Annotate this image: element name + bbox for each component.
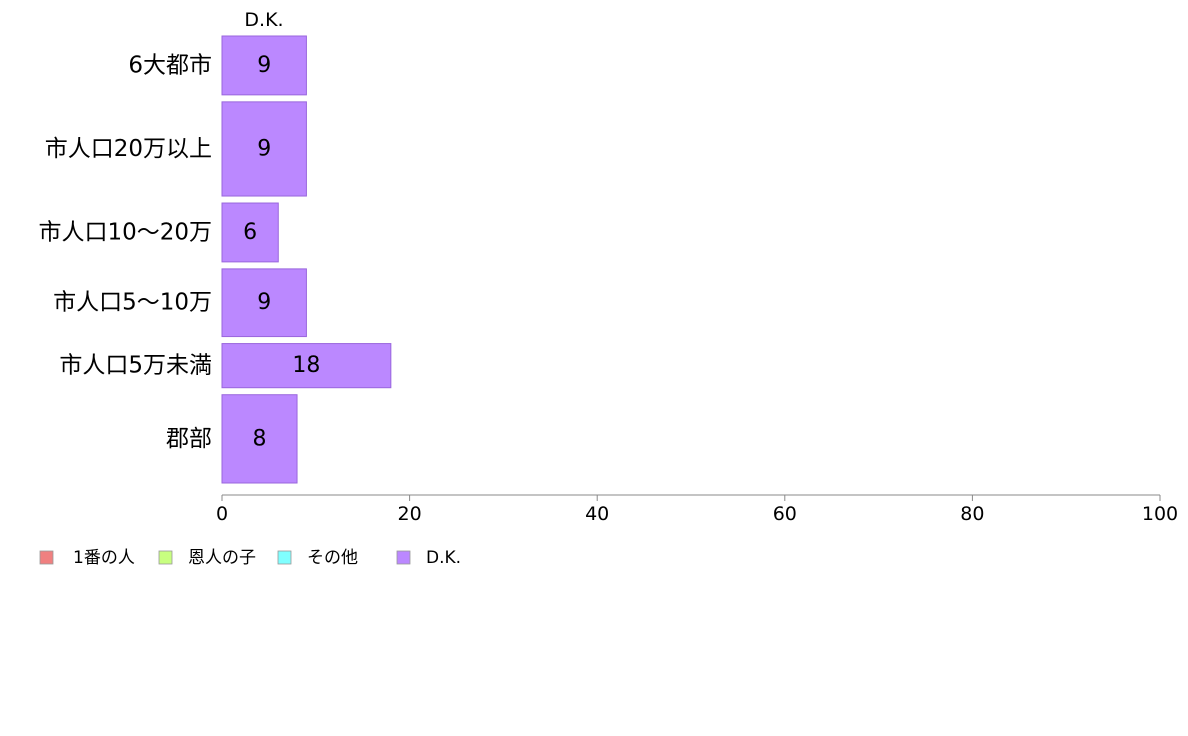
category-label: 市人口5〜10万 <box>53 290 212 316</box>
bar-value-label: 9 <box>257 290 271 315</box>
bar-value-label: 9 <box>257 53 271 78</box>
legend-label: D.K. <box>426 548 461 568</box>
x-tick-label: 20 <box>398 503 422 525</box>
x-tick-label: 60 <box>773 503 797 525</box>
bar-value-label: 9 <box>257 136 271 161</box>
bar-value-label: 18 <box>292 353 320 378</box>
bar <box>221 101 307 197</box>
category-label: 市人口5万未満 <box>59 353 212 379</box>
bar <box>221 202 279 263</box>
bar <box>221 394 298 484</box>
category-label: 郡部 <box>166 426 212 452</box>
legend-label: 恩人の子 <box>188 548 256 568</box>
legend-swatch <box>277 550 292 565</box>
x-tick-label: 40 <box>585 503 609 525</box>
bar-value-label: 8 <box>253 426 267 451</box>
legend: 1番の人 恩人の子 その他 D.K. <box>39 548 461 568</box>
series-column-header: D.K. <box>244 9 283 31</box>
legend-swatch <box>39 550 54 565</box>
category-label: 6大都市 <box>128 52 212 78</box>
bar <box>221 35 307 96</box>
series-headers: D.K. <box>244 9 283 31</box>
legend-swatch <box>396 550 411 565</box>
bar <box>221 343 392 389</box>
x-tick-label: 0 <box>216 503 228 525</box>
x-axis: 0 20 40 60 80 100 <box>216 494 1178 525</box>
category-label: 市人口10〜20万 <box>38 219 212 245</box>
bar-value-label: 6 <box>243 220 257 245</box>
bars: 6大都市 9 市人口20万以上 9 市人口10〜20万 6 市人口5〜10万 9 市人口5万未満… <box>38 35 392 484</box>
legend-swatch <box>158 550 173 565</box>
bar <box>221 268 307 338</box>
x-tick-label: 100 <box>1142 503 1178 525</box>
legend-label: 1番の人 <box>73 548 135 568</box>
legend-label: その他 <box>307 548 358 568</box>
category-label: 市人口20万以上 <box>45 136 212 162</box>
x-tick-label: 80 <box>960 503 984 525</box>
